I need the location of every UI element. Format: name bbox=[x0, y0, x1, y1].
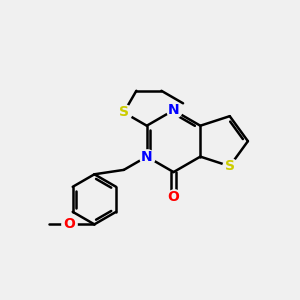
Text: O: O bbox=[63, 217, 75, 231]
Text: N: N bbox=[141, 150, 153, 164]
Text: S: S bbox=[225, 159, 235, 173]
Text: N: N bbox=[168, 103, 179, 117]
Text: O: O bbox=[168, 190, 179, 204]
Text: S: S bbox=[119, 106, 129, 119]
